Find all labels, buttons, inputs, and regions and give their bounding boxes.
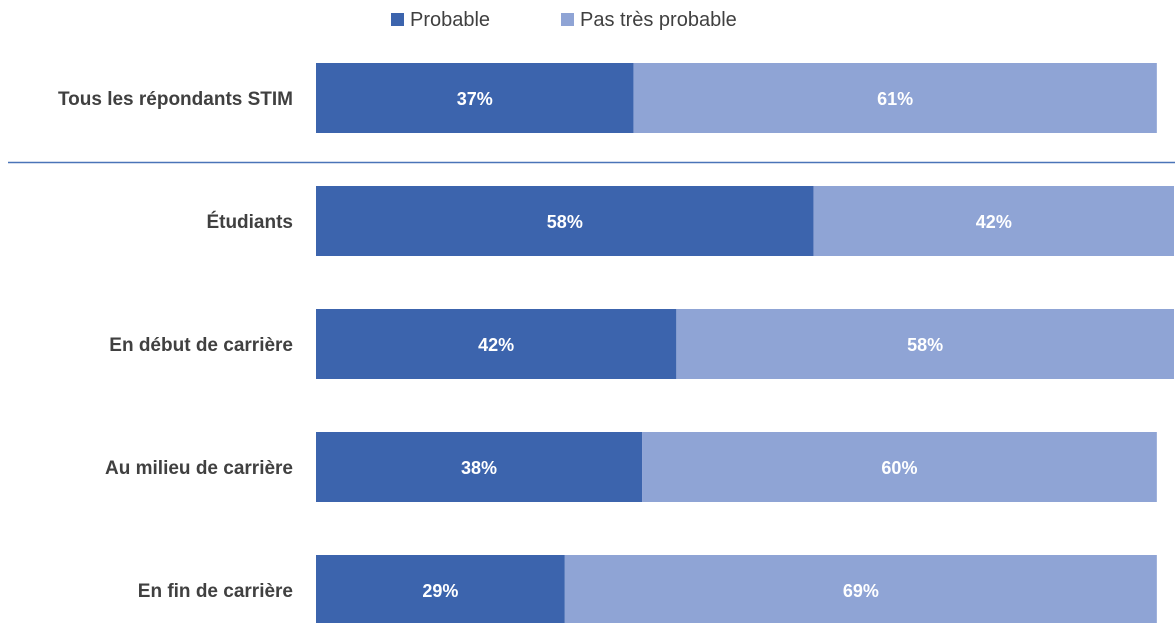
data-label-probable: 37% (457, 89, 493, 109)
data-label-probable: 29% (422, 581, 458, 601)
bar-pas-tres-probable (642, 432, 1157, 502)
legend: Probable Pas très probable (391, 9, 737, 31)
category-label: Au milieu de carrière (105, 458, 293, 479)
data-label-probable: 42% (478, 335, 514, 355)
bar-pas-tres-probable (564, 555, 1157, 623)
category-label: Tous les répondants STIM (58, 89, 293, 110)
bar-probable (316, 432, 643, 502)
bar-probable (316, 63, 634, 133)
bar-pas-tres-probable (813, 186, 1174, 256)
legend-label-probable: Probable (410, 9, 490, 31)
bar-pas-tres-probable (633, 63, 1157, 133)
legend-swatch-pas-tres-probable (561, 13, 574, 26)
data-label-pas-tres-probable: 42% (976, 212, 1012, 232)
legend-swatch-probable (391, 13, 404, 26)
legend-item-pas-tres-probable: Pas très probable (561, 9, 737, 31)
data-label-pas-tres-probable: 58% (907, 335, 943, 355)
bar-row-au-milieu-de-carriere: Au milieu de carrière 38% 60% (105, 432, 1157, 502)
bar-probable (316, 309, 677, 379)
data-label-probable: 38% (461, 458, 497, 478)
bar-probable (316, 555, 565, 623)
data-label-pas-tres-probable: 61% (877, 89, 913, 109)
bar-row-en-debut-de-carriere: En début de carrière 42% 58% (109, 309, 1174, 379)
category-label: En fin de carrière (138, 581, 293, 602)
category-label: En début de carrière (109, 335, 293, 356)
bar-pas-tres-probable (676, 309, 1174, 379)
bar-probable (316, 186, 814, 256)
legend-label-pas-tres-probable: Pas très probable (580, 9, 737, 31)
bar-row-tous-les-repondants-stim: Tous les répondants STIM 37% 61% (58, 63, 1157, 133)
data-label-pas-tres-probable: 69% (843, 581, 879, 601)
data-label-probable: 58% (547, 212, 583, 232)
bar-row-etudiants: Étudiants 58% 42% (206, 186, 1174, 256)
legend-item-probable: Probable (391, 9, 490, 31)
category-label: Étudiants (206, 211, 293, 233)
bar-row-en-fin-de-carriere: En fin de carrière 29% 69% (138, 555, 1157, 623)
data-label-pas-tres-probable: 60% (881, 458, 917, 478)
